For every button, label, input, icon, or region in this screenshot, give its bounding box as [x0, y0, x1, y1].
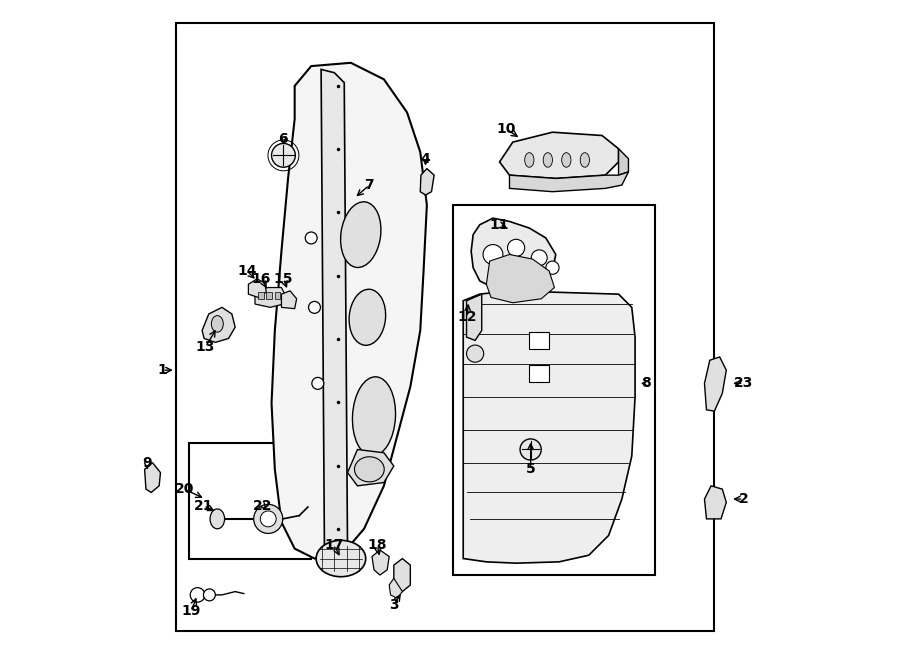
Text: 4: 4: [420, 151, 430, 166]
Polygon shape: [347, 449, 394, 486]
Polygon shape: [618, 149, 628, 175]
Polygon shape: [472, 218, 556, 288]
Polygon shape: [486, 254, 554, 303]
Text: 15: 15: [274, 272, 293, 286]
Text: 18: 18: [367, 538, 387, 553]
Ellipse shape: [212, 316, 223, 332]
Text: 23: 23: [734, 376, 753, 391]
Text: 12: 12: [457, 310, 477, 325]
Polygon shape: [500, 132, 618, 178]
Text: 16: 16: [252, 272, 271, 286]
Circle shape: [466, 345, 483, 362]
Circle shape: [483, 245, 503, 264]
Bar: [529, 365, 549, 382]
Bar: [266, 292, 272, 299]
Polygon shape: [282, 291, 297, 309]
Text: 20: 20: [175, 482, 194, 496]
Circle shape: [309, 301, 320, 313]
Text: 2: 2: [739, 492, 749, 506]
Bar: [274, 292, 280, 299]
Text: 13: 13: [195, 340, 215, 354]
Circle shape: [312, 377, 324, 389]
Ellipse shape: [562, 153, 571, 167]
Circle shape: [545, 261, 559, 274]
Polygon shape: [420, 169, 434, 195]
Bar: [258, 292, 264, 299]
Text: 7: 7: [364, 178, 374, 192]
Bar: [189, 443, 311, 559]
Text: 17: 17: [325, 538, 344, 553]
Text: 14: 14: [238, 264, 256, 278]
Circle shape: [190, 588, 205, 602]
Text: 8: 8: [642, 376, 652, 391]
Polygon shape: [202, 307, 235, 342]
Circle shape: [531, 250, 547, 266]
Polygon shape: [389, 578, 402, 598]
Polygon shape: [705, 357, 726, 411]
Ellipse shape: [355, 457, 384, 482]
Circle shape: [254, 504, 283, 533]
Text: 10: 10: [497, 122, 516, 136]
Ellipse shape: [340, 202, 381, 268]
Text: 21: 21: [194, 498, 213, 513]
Ellipse shape: [353, 377, 395, 456]
Bar: [454, 205, 655, 575]
Polygon shape: [248, 279, 266, 297]
Text: 3: 3: [389, 598, 399, 612]
Polygon shape: [145, 463, 160, 492]
Text: 22: 22: [253, 498, 273, 513]
Polygon shape: [321, 69, 347, 555]
Polygon shape: [464, 291, 635, 563]
Text: 19: 19: [181, 604, 201, 619]
Text: 1: 1: [158, 363, 167, 377]
Polygon shape: [272, 63, 427, 559]
Text: 11: 11: [490, 217, 509, 232]
Ellipse shape: [210, 509, 225, 529]
Ellipse shape: [544, 153, 553, 167]
Circle shape: [305, 232, 317, 244]
Bar: [176, 23, 715, 631]
Circle shape: [508, 239, 525, 256]
Circle shape: [203, 589, 215, 601]
Circle shape: [260, 511, 276, 527]
Polygon shape: [466, 294, 482, 340]
Text: 6: 6: [279, 132, 288, 146]
Text: 5: 5: [526, 462, 536, 477]
Circle shape: [520, 439, 541, 460]
Polygon shape: [255, 288, 284, 307]
Ellipse shape: [580, 153, 590, 167]
Ellipse shape: [525, 153, 534, 167]
Ellipse shape: [349, 290, 385, 345]
Bar: [529, 332, 549, 349]
Polygon shape: [372, 550, 389, 575]
Polygon shape: [509, 172, 628, 192]
Text: 9: 9: [142, 455, 152, 470]
Ellipse shape: [316, 541, 365, 576]
Polygon shape: [705, 486, 726, 519]
Polygon shape: [394, 559, 410, 592]
Circle shape: [272, 143, 295, 167]
